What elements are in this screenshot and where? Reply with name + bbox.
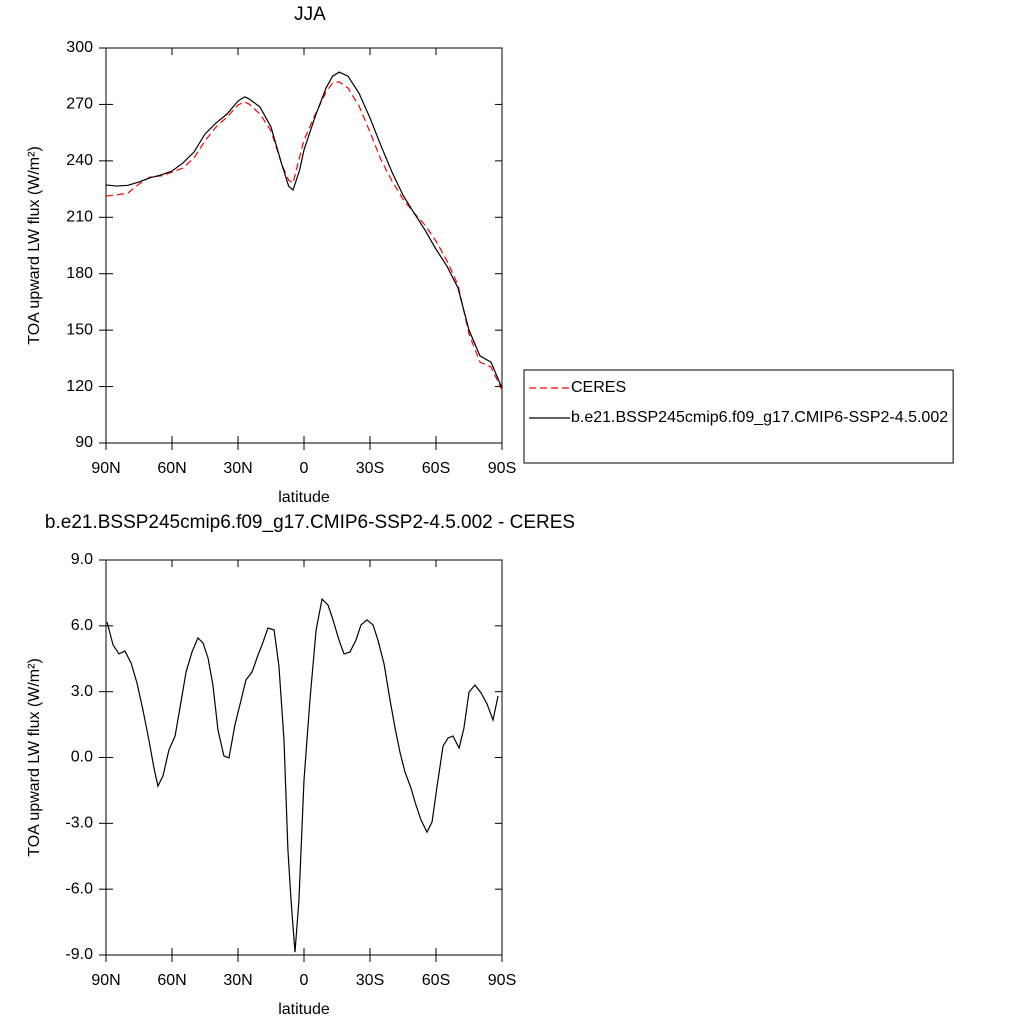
y-axis-label: TOA upward LW flux (W/m²) [26,658,43,857]
y-tick-label: 270 [66,96,93,113]
x-tick-label: 30S [356,972,384,989]
y-tick-label: 3.0 [71,683,93,700]
y-tick-label: 90 [75,434,93,451]
y-tick-label: 6.0 [71,617,93,634]
plot-frame [105,559,503,956]
y-tick-label: 9.0 [71,551,93,568]
x-axis-label: latitude [278,1001,330,1018]
legend-label: b.e21.BSSP245cmip6.f09_g17.CMIP6-SSP2-4.… [571,409,948,426]
y-tick-label: 210 [66,209,93,226]
y-tick-label: 150 [66,321,93,338]
chart-title: JJA [294,4,326,25]
y-tick-label: -3.0 [65,815,93,832]
x-tick-label: 90N [91,460,120,477]
x-tick-label: 0 [300,972,309,989]
x-tick-label: 30N [223,460,252,477]
x-tick-label: 30S [356,460,384,477]
chart-title: b.e21.BSSP245cmip6.f09_g17.CMIP6-SSP2-4.… [45,512,575,533]
x-tick-label: 30N [223,972,252,989]
x-tick-label: 0 [300,460,309,477]
y-axis-label: TOA upward LW flux (W/m²) [26,146,43,345]
y-tick-label: 180 [66,265,93,282]
x-tick-label: 90N [91,972,120,989]
y-tick-label: -9.0 [65,946,93,963]
data-line [105,81,503,391]
y-tick-label: 0.0 [71,749,93,766]
y-tick-label: 120 [66,378,93,395]
plot-frame [105,47,503,444]
x-tick-label: 60N [157,460,186,477]
x-tick-label: 90S [488,972,516,989]
legend-frame [523,369,954,464]
data-line [106,597,499,953]
data-line [105,71,503,389]
legend-label: CERES [571,379,626,396]
x-tick-label: 60N [157,972,186,989]
y-tick-label: 300 [66,39,93,56]
x-tick-label: 90S [488,460,516,477]
y-tick-label: -6.0 [65,880,93,897]
x-axis-label: latitude [278,489,330,506]
x-tick-label: 60S [422,460,450,477]
x-tick-label: 60S [422,972,450,989]
y-tick-label: 240 [66,152,93,169]
